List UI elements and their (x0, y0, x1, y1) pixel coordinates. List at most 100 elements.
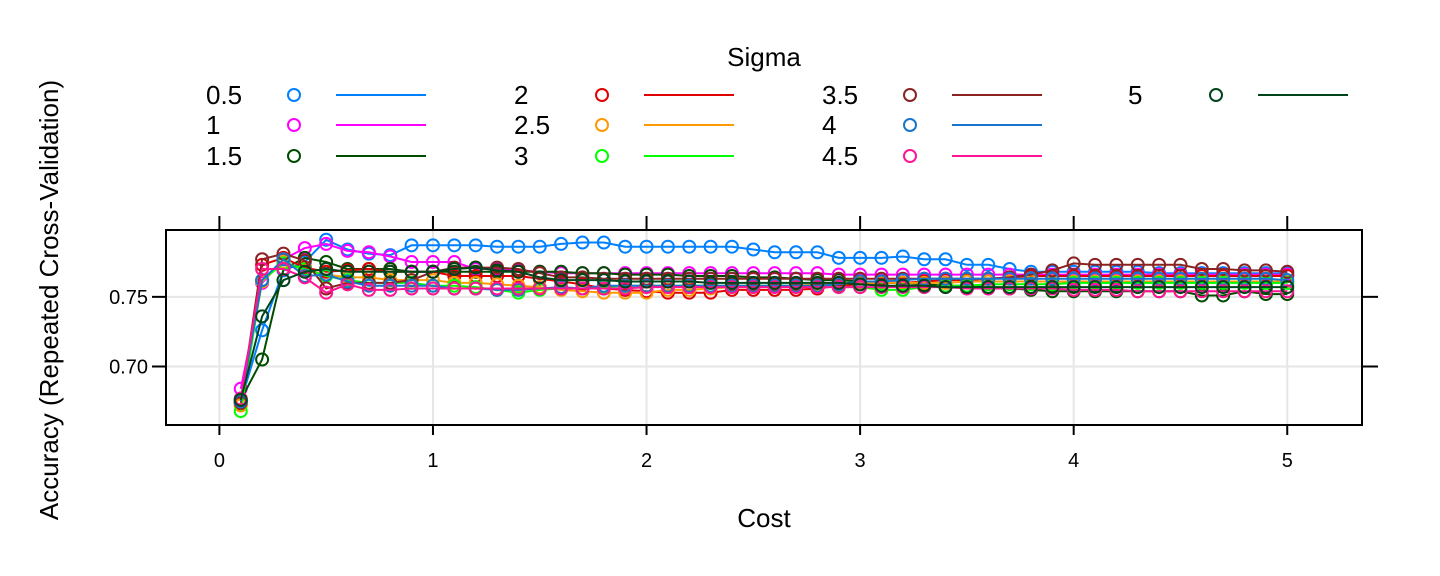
legend-marker (287, 149, 301, 163)
data-point (511, 264, 526, 279)
legend-label: 1 (206, 110, 220, 140)
data-point (361, 278, 376, 293)
data-point (1280, 284, 1295, 299)
data-point (1109, 257, 1124, 272)
data-point (1088, 257, 1103, 272)
data-point (724, 275, 739, 290)
data-point (490, 239, 505, 254)
data-point (361, 282, 376, 297)
data-point (895, 278, 910, 293)
data-point (1130, 257, 1145, 272)
data-point (1173, 275, 1188, 290)
data-point (1152, 280, 1167, 295)
data-point (447, 238, 462, 253)
data-point (682, 239, 697, 254)
data-point (789, 275, 804, 290)
y-tick-label: 0.75 (109, 287, 148, 309)
x-tick-label: 5 (1282, 450, 1293, 472)
series-line (239, 268, 1288, 399)
data-point (297, 264, 312, 279)
data-point (959, 257, 974, 272)
data-point (767, 245, 782, 260)
data-point (255, 262, 270, 276)
data-point (1088, 280, 1103, 295)
data-point (1194, 284, 1209, 299)
legend-label: 1.5 (206, 141, 242, 171)
data-point (1130, 275, 1145, 290)
data-point (532, 239, 547, 254)
data-point (853, 250, 868, 265)
axes: 0 1 2 3 4 5 0.70 0.75 (109, 216, 1378, 472)
data-point (404, 255, 419, 270)
data-point (233, 392, 248, 407)
data-point (425, 238, 440, 253)
data-point (255, 252, 270, 267)
data-point (831, 275, 846, 290)
legend-label: 2.5 (514, 110, 550, 140)
data-point (959, 271, 974, 286)
data-point (1045, 271, 1060, 286)
data-point (1258, 284, 1273, 299)
x-axis-title: Cost (737, 503, 791, 533)
data-point (575, 273, 590, 288)
data-point (874, 250, 889, 265)
data-point (660, 239, 675, 254)
data-point (1130, 280, 1145, 295)
data-point (724, 239, 739, 254)
data-point (319, 232, 334, 247)
data-point (1280, 280, 1295, 295)
data-point (703, 239, 718, 254)
data-point (917, 278, 932, 293)
data-point (1066, 280, 1081, 295)
data-point (532, 270, 547, 285)
data-point (789, 245, 804, 260)
data-point (447, 262, 462, 276)
plot-area: 0 1 2 3 4 5 0.70 0.75 (109, 216, 1378, 472)
series-line (239, 257, 1288, 402)
data-point (703, 280, 718, 295)
data-point (1002, 280, 1017, 295)
series-5 (233, 260, 1295, 407)
data-point (1130, 284, 1145, 299)
data-point (938, 280, 953, 295)
legend-label: 2 (514, 80, 528, 110)
legend-label: 4 (822, 110, 836, 140)
legend-item-3: 3 (514, 141, 734, 171)
data-point (853, 277, 868, 292)
data-point (596, 281, 611, 296)
legend: Sigma 0.511.5 22.53 3.544.5 5 (206, 42, 1348, 171)
data-point (425, 255, 440, 270)
x-tick-label: 0 (214, 450, 225, 472)
data-point (639, 274, 654, 289)
legend-marker (595, 88, 609, 102)
legend-marker (287, 88, 301, 102)
data-point (767, 280, 782, 295)
data-point (1194, 275, 1209, 290)
data-point (1002, 271, 1017, 286)
data-point (767, 275, 782, 290)
data-point (1066, 256, 1081, 271)
y-tick-label: 0.70 (109, 357, 148, 379)
legend-marker (903, 88, 917, 102)
series-layer (233, 232, 1295, 419)
data-point (554, 236, 569, 251)
data-point (1173, 280, 1188, 295)
legend-marker (1209, 88, 1223, 102)
data-point (340, 264, 355, 279)
data-point (831, 280, 846, 295)
data-point (703, 275, 718, 290)
data-point (447, 281, 462, 296)
data-point (276, 252, 291, 267)
data-point (319, 236, 334, 251)
data-point (404, 281, 419, 296)
data-point (1237, 263, 1252, 278)
series-line (239, 252, 1288, 403)
data-point (340, 243, 355, 258)
data-point (383, 278, 398, 293)
data-point (810, 245, 825, 260)
data-point (1023, 280, 1038, 295)
data-point (1173, 284, 1188, 299)
data-point (1237, 280, 1252, 295)
legend-label: 3 (514, 141, 528, 171)
